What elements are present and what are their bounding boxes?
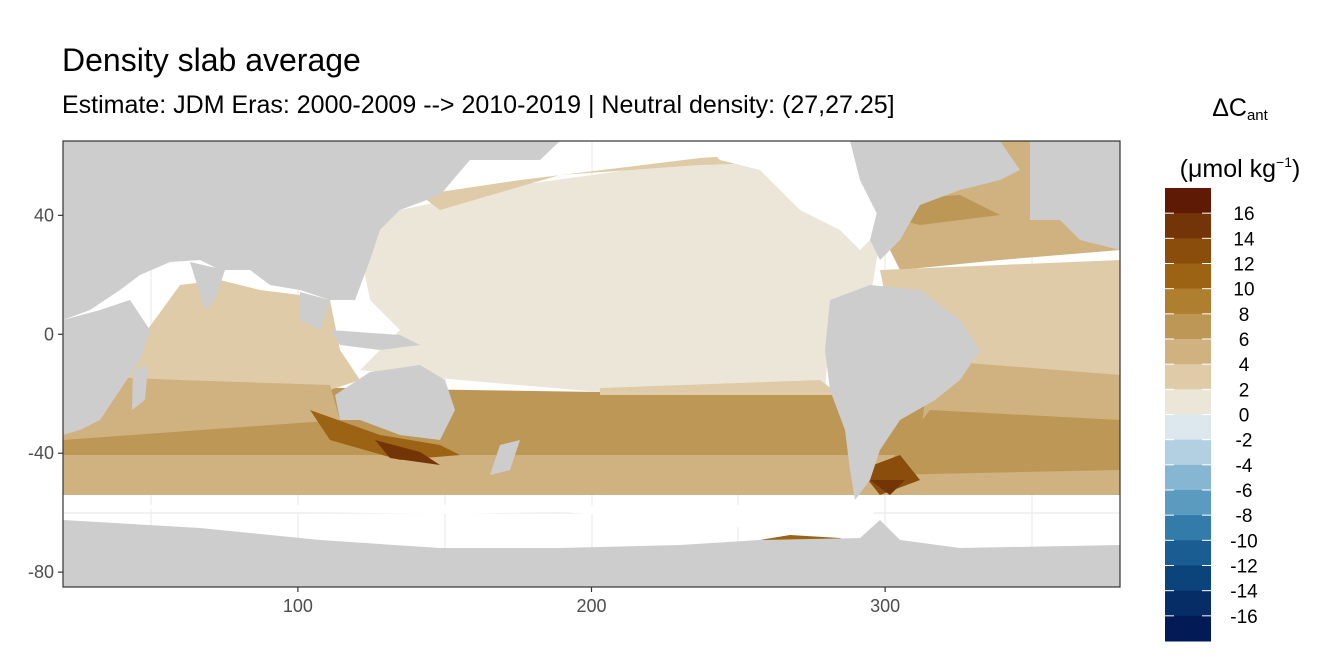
y-tick-label: 0 — [44, 324, 54, 344]
legend-label: 16 — [1233, 204, 1254, 225]
x-axis: 100 200 300 — [283, 587, 900, 616]
legend-label: 4 — [1239, 355, 1250, 376]
ocean-region-south-atlantic-deep — [880, 410, 1120, 475]
x-tick-label: 300 — [870, 596, 900, 616]
legend-label: -4 — [1236, 456, 1253, 477]
legend-swatch — [1165, 263, 1211, 290]
legend-label: -10 — [1230, 531, 1257, 552]
legend-swatch — [1165, 590, 1211, 617]
legend-swatch — [1165, 213, 1211, 239]
legend-swatch — [1165, 490, 1211, 516]
legend-label: -8 — [1236, 506, 1253, 527]
x-tick-label: 100 — [283, 596, 313, 616]
legend-label: -6 — [1236, 481, 1253, 502]
patch-drake-core — [870, 480, 905, 495]
plot-subtitle: Estimate: JDM Eras: 2000-2009 --> 2010-2… — [62, 91, 895, 119]
ocean-region-south-pacific — [600, 380, 840, 395]
y-tick-label: -80 — [28, 562, 54, 582]
legend-swatch — [1165, 188, 1211, 214]
legend-swatch — [1165, 515, 1211, 541]
legend-label: 8 — [1239, 305, 1250, 326]
y-tick-label: 40 — [34, 205, 54, 225]
legend-swatch — [1165, 364, 1211, 390]
legend-label: 10 — [1233, 280, 1254, 301]
x-tick-label: 200 — [576, 596, 606, 616]
legend-label: 2 — [1239, 380, 1250, 401]
y-tick-label: -40 — [28, 443, 54, 463]
plot-title: Density slab average — [62, 42, 361, 78]
legend-swatch — [1165, 540, 1211, 566]
ocean-region-pacific — [360, 160, 880, 392]
legend-swatch — [1165, 565, 1211, 592]
ocean-region-indian — [63, 280, 360, 395]
legend-swatch — [1165, 238, 1211, 264]
legend-colorbar: 16 14 12 10 8 6 4 2 0 -2 -4 -6 -8 -10 -12 -14 -16 — [1165, 188, 1258, 642]
patch-south-australia — [310, 410, 460, 460]
legend-swatch — [1165, 313, 1211, 340]
legend-title: ΔCant (μmol kg−1) — [1179, 94, 1301, 183]
legend-label: 6 — [1239, 330, 1250, 351]
legend-swatch — [1165, 464, 1211, 491]
y-axis: 40 0 -40 -80 — [28, 205, 63, 582]
ocean-region-indian-south — [63, 375, 340, 440]
legend-label: 14 — [1233, 229, 1255, 250]
patch-south-australia-core — [375, 440, 440, 465]
legend-label: 12 — [1233, 255, 1254, 276]
legend-swatch — [1165, 339, 1211, 365]
legend-label: -12 — [1230, 557, 1257, 578]
legend-label: -16 — [1230, 607, 1257, 628]
legend-label: -2 — [1236, 431, 1253, 452]
legend-label: 0 — [1239, 406, 1250, 427]
legend-swatch — [1165, 389, 1211, 415]
legend-swatch — [1165, 414, 1211, 441]
land — [63, 141, 1120, 587]
legend-label: -14 — [1230, 582, 1258, 603]
legend-swatch — [1165, 288, 1211, 315]
legend-swatch — [1165, 615, 1211, 642]
legend-swatch — [1165, 439, 1211, 466]
